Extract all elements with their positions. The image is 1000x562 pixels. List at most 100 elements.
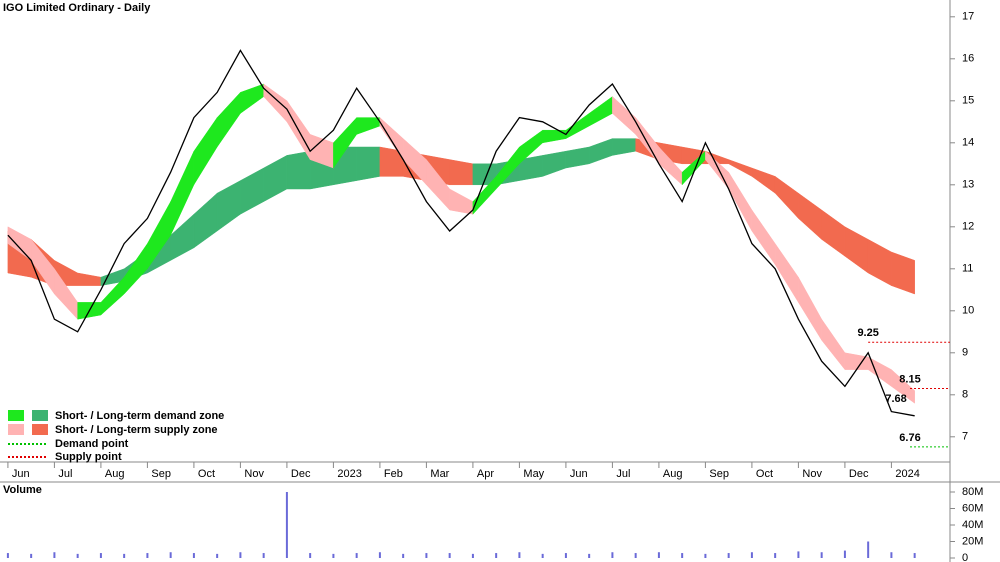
x-tick-label: Nov bbox=[244, 468, 264, 480]
y-tick-label: 13 bbox=[962, 179, 974, 191]
x-tick-label: Sep bbox=[151, 468, 171, 480]
volume-tick-label: 80M bbox=[962, 486, 983, 498]
y-tick-label: 7 bbox=[962, 431, 968, 443]
legend-label: Supply point bbox=[55, 451, 122, 463]
y-tick-label: 16 bbox=[962, 53, 974, 65]
price-line bbox=[7, 49, 915, 417]
volume-bar bbox=[657, 552, 660, 558]
volume-bar bbox=[541, 553, 544, 558]
volume-bar bbox=[634, 553, 637, 558]
x-tick-label: Apr bbox=[477, 468, 494, 480]
zone-segment bbox=[356, 146, 381, 181]
x-tick-label: Oct bbox=[756, 468, 773, 480]
volume-bar bbox=[402, 553, 405, 558]
x-tick-label: Aug bbox=[105, 468, 125, 480]
x-tick-label: 2023 bbox=[337, 468, 361, 480]
volume-bar bbox=[750, 552, 753, 558]
zone-segment bbox=[286, 150, 311, 190]
legend-swatch bbox=[32, 410, 48, 421]
x-tick-label: 2024 bbox=[895, 468, 919, 480]
legend-label: Short- / Long-term demand zone bbox=[55, 410, 224, 422]
x-tick-label: Mar bbox=[430, 468, 449, 480]
volume-bar bbox=[216, 553, 219, 558]
volume-bar bbox=[425, 553, 428, 558]
level-label: 7.68 bbox=[885, 393, 906, 405]
legend-label: Short- / Long-term supply zone bbox=[55, 424, 218, 436]
volume-bar bbox=[53, 552, 56, 558]
y-tick-label: 17 bbox=[962, 11, 974, 23]
volume-tick-label: 0 bbox=[962, 552, 968, 562]
volume-bar bbox=[262, 553, 265, 558]
volume-bar bbox=[76, 553, 79, 558]
legend-swatch bbox=[8, 424, 24, 435]
y-tick-label: 15 bbox=[962, 95, 974, 107]
volume-bar bbox=[704, 553, 707, 558]
volume-bar bbox=[681, 553, 684, 558]
x-tick-label: Oct bbox=[198, 468, 215, 480]
x-tick-label: Jun bbox=[12, 468, 30, 480]
legend: Short- / Long-term demand zone Short- / … bbox=[8, 410, 224, 463]
volume-bar bbox=[169, 552, 172, 558]
zone-segment bbox=[449, 159, 474, 186]
volume-bar bbox=[471, 553, 474, 558]
volume-bar bbox=[611, 552, 614, 558]
volume-bar bbox=[146, 553, 149, 558]
x-tick-label: Sep bbox=[709, 468, 729, 480]
zone-segment bbox=[891, 369, 915, 404]
volume-bar bbox=[99, 553, 102, 558]
y-tick-label: 8 bbox=[962, 389, 968, 401]
volume-bar bbox=[448, 553, 451, 558]
volume-bar bbox=[843, 550, 846, 558]
y-tick-label: 11 bbox=[962, 263, 973, 275]
volume-bar bbox=[30, 553, 33, 558]
y-tick-label: 12 bbox=[962, 221, 974, 233]
volume-bar bbox=[309, 553, 312, 558]
volume-bar bbox=[588, 553, 591, 558]
legend-label: Demand point bbox=[55, 438, 129, 450]
volume-bar bbox=[564, 553, 567, 558]
x-tick-label: Jul bbox=[616, 468, 630, 480]
volume-bar bbox=[913, 553, 916, 558]
volume-bar bbox=[867, 541, 870, 558]
volume-bar bbox=[890, 552, 893, 558]
x-tick-label: Dec bbox=[291, 468, 311, 480]
level-label: 9.25 bbox=[857, 327, 878, 339]
chart-title: IGO Limited Ordinary - Daily bbox=[3, 2, 151, 14]
x-tick-label: May bbox=[523, 468, 544, 480]
y-tick-label: 10 bbox=[962, 305, 974, 317]
volume-bar bbox=[727, 553, 730, 558]
volume-tick-label: 40M bbox=[962, 519, 983, 531]
x-tick-label: Aug bbox=[663, 468, 683, 480]
zone-segment bbox=[891, 251, 915, 295]
volume-bar bbox=[378, 552, 381, 558]
legend-swatch bbox=[8, 410, 24, 421]
volume-bar bbox=[495, 553, 498, 558]
volume-bar bbox=[285, 492, 288, 558]
y-tick-label: 9 bbox=[962, 347, 968, 359]
volume-bar bbox=[6, 553, 9, 558]
level-label: 8.15 bbox=[899, 373, 920, 385]
x-tick-label: Feb bbox=[384, 468, 403, 480]
volume-bar bbox=[123, 553, 126, 558]
volume-bar bbox=[797, 551, 800, 558]
volume-bar bbox=[355, 553, 358, 558]
x-tick-label: Nov bbox=[802, 468, 822, 480]
legend-swatch bbox=[32, 424, 48, 435]
y-tick-label: 14 bbox=[962, 137, 974, 149]
volume-bar bbox=[332, 553, 335, 558]
volume-bar bbox=[192, 553, 195, 558]
volume-bar bbox=[820, 552, 823, 558]
volume-tick-label: 60M bbox=[962, 502, 983, 514]
volume-bar bbox=[239, 552, 242, 558]
level-label: 6.76 bbox=[899, 432, 920, 444]
volume-tick-label: 20M bbox=[962, 535, 983, 547]
volume-bar bbox=[518, 552, 521, 558]
volume-title: Volume bbox=[3, 484, 42, 496]
x-tick-label: Jun bbox=[570, 468, 588, 480]
x-tick-label: Dec bbox=[849, 468, 869, 480]
x-tick-label: Jul bbox=[58, 468, 72, 480]
volume-bar bbox=[774, 553, 777, 558]
